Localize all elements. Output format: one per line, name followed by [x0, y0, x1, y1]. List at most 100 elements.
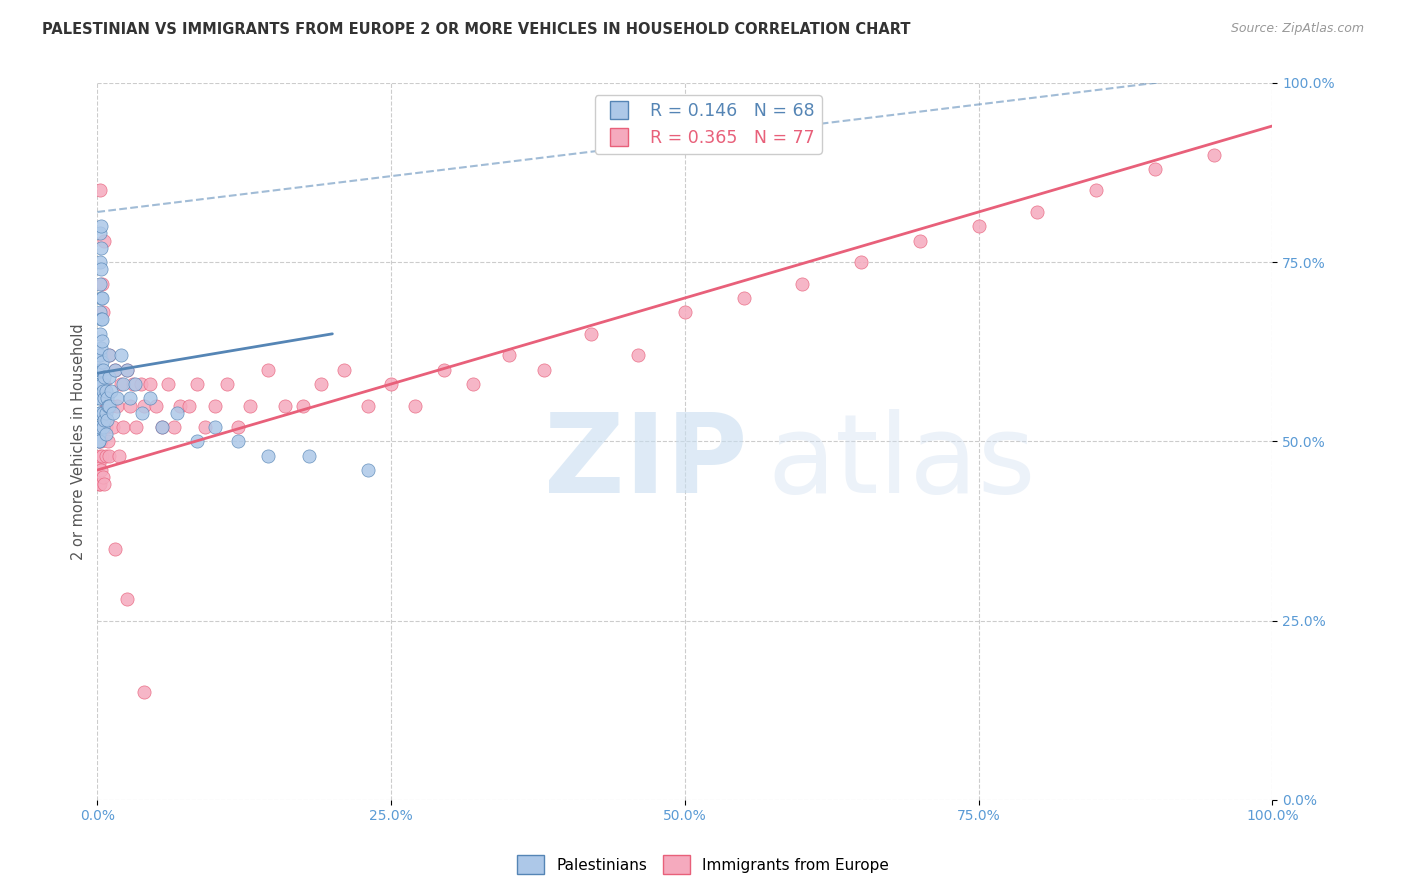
Point [104, 362, 127, 376]
Point [87, 477, 110, 491]
Point [298, 449, 321, 463]
Point [91, 376, 114, 391]
Point [91, 384, 114, 399]
Point [131, 406, 153, 420]
Point [89, 277, 111, 291]
Point [105, 392, 128, 406]
Point [96, 399, 118, 413]
Point [91, 406, 114, 420]
Point [112, 376, 135, 391]
Point [90, 463, 112, 477]
Point [90, 312, 112, 326]
Point [228, 434, 250, 449]
Point [309, 376, 332, 391]
Point [91, 291, 114, 305]
Point [433, 362, 456, 376]
Point [87, 434, 110, 449]
Text: atlas: atlas [768, 409, 1036, 516]
Point [96, 399, 118, 413]
Point [93, 413, 115, 427]
Legend: R = 0.146   N = 68, R = 0.365   N = 77: R = 0.146 N = 68, R = 0.365 N = 77 [595, 95, 823, 153]
Point [104, 362, 127, 376]
Point [139, 376, 162, 391]
Point [87, 456, 110, 470]
Point [87, 376, 110, 391]
Point [673, 305, 696, 319]
Point [93, 477, 115, 491]
Point [98, 449, 121, 463]
Text: Source: ZipAtlas.com: Source: ZipAtlas.com [1230, 22, 1364, 36]
Point [1202, 147, 1225, 161]
Point [89, 449, 111, 463]
Point [107, 449, 129, 463]
Point [93, 392, 115, 406]
Point [101, 406, 124, 420]
Point [89, 184, 111, 198]
Point [145, 399, 167, 413]
Point [87, 392, 110, 406]
Point [115, 362, 138, 376]
Point [110, 376, 132, 391]
Point [89, 227, 111, 241]
Point [498, 348, 520, 362]
Point [139, 392, 162, 406]
Point [120, 399, 142, 413]
Point [256, 362, 278, 376]
Point [100, 399, 122, 413]
Point [90, 291, 112, 305]
Point [94, 427, 117, 442]
Point [101, 420, 124, 434]
Point [87, 434, 110, 449]
Point [91, 305, 114, 319]
Point [89, 362, 111, 376]
Legend: Palestinians, Immigrants from Europe: Palestinians, Immigrants from Europe [510, 849, 896, 880]
Point [134, 685, 156, 699]
Point [94, 384, 117, 399]
Point [89, 255, 111, 269]
Point [849, 255, 872, 269]
Point [204, 399, 226, 413]
Point [87, 434, 110, 449]
Point [228, 420, 250, 434]
Point [96, 413, 118, 427]
Point [97, 434, 120, 449]
Point [291, 399, 314, 413]
Text: PALESTINIAN VS IMMIGRANTS FROM EUROPE 2 OR MORE VEHICLES IN HOUSEHOLD CORRELATIO: PALESTINIAN VS IMMIGRANTS FROM EUROPE 2 … [42, 22, 911, 37]
Point [89, 406, 111, 420]
Point [333, 362, 356, 376]
Point [90, 241, 112, 255]
Point [98, 399, 121, 413]
Point [121, 376, 143, 391]
Point [380, 376, 402, 391]
Point [87, 420, 110, 434]
Point [404, 399, 426, 413]
Text: ZIP: ZIP [544, 409, 747, 516]
Point [89, 420, 111, 434]
Point [90, 341, 112, 355]
Point [97, 399, 120, 413]
Point [169, 399, 191, 413]
Point [91, 420, 114, 434]
Point [93, 376, 115, 391]
Point [356, 463, 378, 477]
Point [356, 399, 378, 413]
Point [463, 376, 485, 391]
Point [115, 362, 138, 376]
Point [94, 449, 117, 463]
Point [110, 348, 132, 362]
Point [87, 362, 110, 376]
Point [90, 219, 112, 234]
Point [91, 449, 114, 463]
Point [91, 470, 114, 484]
Point [186, 376, 208, 391]
Point [91, 362, 114, 376]
Point [533, 362, 555, 376]
Point [150, 420, 173, 434]
Point [129, 376, 152, 391]
Point [91, 355, 114, 369]
Point [967, 219, 990, 234]
Point [90, 362, 112, 376]
Point [90, 434, 112, 449]
Point [89, 348, 111, 362]
Point [87, 420, 110, 434]
